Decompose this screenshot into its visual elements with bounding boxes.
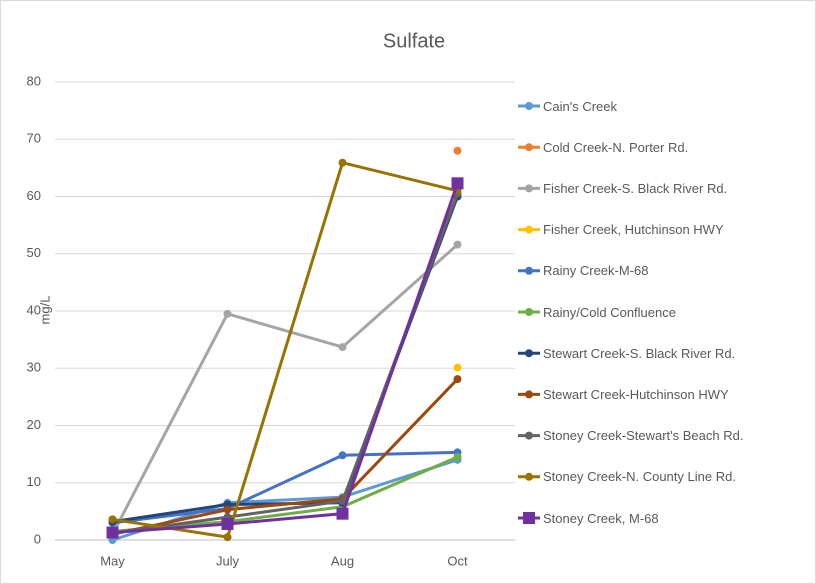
legend-label: Stewart Creek-S. Black River Rd. [543, 345, 736, 361]
marker [525, 102, 533, 110]
marker [525, 184, 533, 193]
marker [338, 451, 347, 460]
y-tick-label: 30 [27, 360, 41, 375]
marker [223, 533, 232, 542]
chart-title: Sulfate [383, 30, 445, 52]
marker [453, 146, 462, 155]
y-tick-label: 20 [27, 417, 41, 432]
marker [338, 343, 347, 352]
marker [336, 507, 349, 520]
marker [223, 309, 232, 318]
marker [221, 517, 234, 530]
marker [525, 143, 533, 152]
marker [338, 158, 347, 167]
legend-label: Cold Creek-N. Porter Rd. [543, 139, 689, 155]
legend-label: Cain's Creek [543, 98, 618, 114]
legend-label: Stewart Creek-Hutchinson HWY [543, 386, 729, 402]
marker [453, 375, 462, 384]
x-tick-label: Aug [331, 553, 354, 568]
x-tick-label: Oct [447, 553, 468, 568]
legend-label: Stoney Creek-N. County Line Rd. [543, 469, 736, 485]
series-line [112, 182, 459, 535]
marker [525, 472, 533, 481]
marker [453, 452, 462, 461]
marker [525, 308, 533, 316]
legend-label: Stoney Creek-Stewart's Beach Rd. [543, 428, 744, 444]
series-line [112, 450, 458, 525]
x-tick-label: July [216, 553, 240, 568]
marker [453, 363, 462, 372]
marker [525, 431, 533, 440]
marker [525, 225, 533, 234]
y-tick-label: 70 [27, 131, 41, 146]
y-tick-label: 10 [27, 474, 41, 489]
y-tick-label: 50 [27, 245, 41, 260]
y-tick-label: 80 [27, 73, 41, 88]
legend-label: Rainy Creek-M-68 [543, 263, 649, 279]
y-tick-label: 60 [27, 188, 41, 203]
marker [338, 497, 347, 506]
marker [453, 240, 462, 249]
legend-label: Rainy/Cold Confluence [543, 304, 676, 320]
marker [525, 390, 533, 399]
series-line [111, 243, 459, 535]
series-line [112, 378, 459, 536]
legend-label: Fisher Creek, Hutchinson HWY [543, 222, 724, 238]
marker [108, 515, 117, 524]
marker [525, 349, 533, 358]
marker [223, 505, 232, 514]
y-axis-label: mg/L [37, 296, 52, 325]
y-tick-label: 40 [27, 302, 41, 317]
marker [451, 177, 464, 190]
y-tick-label: 0 [34, 531, 41, 546]
marker [523, 512, 535, 524]
legend-label: Stoney Creek, M-68 [543, 510, 659, 526]
marker [525, 266, 533, 275]
legend-label: Fisher Creek-S. Black River Rd. [543, 180, 728, 196]
marker [106, 526, 119, 539]
x-tick-label: May [100, 553, 125, 568]
